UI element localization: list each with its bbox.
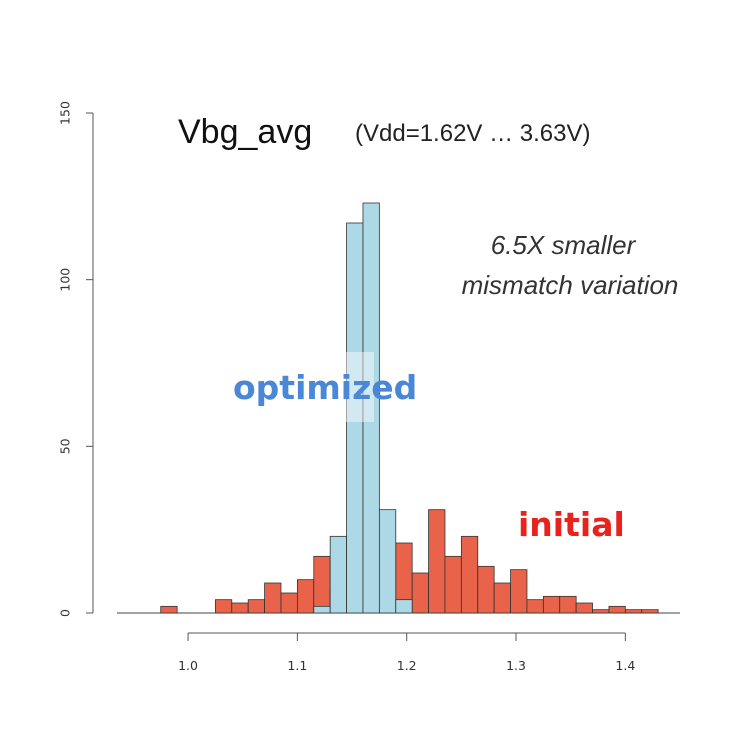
initial-bar [575,602,593,614]
y-tick-label: 100 [58,268,73,292]
y-tick-label: 50 [58,438,73,454]
initial-bar [559,595,577,614]
initial-bar [160,605,178,614]
y-axis: 0 50 100 150 [58,101,94,617]
x-tick-label: 1.0 [178,658,198,673]
chart-title: Vbg_avg [178,113,312,151]
initial-bar [608,605,626,614]
x-tick-label: 1.1 [287,658,307,673]
initial-bar [510,569,528,614]
initial-bar [428,509,446,614]
initial-bar [214,599,233,614]
initial-bar [493,582,511,614]
annotation-line-2: mismatch variation [462,270,679,300]
initial-bar [542,595,561,614]
initial-bar [231,602,249,614]
initial-bar [641,609,659,614]
initial-bar [296,579,315,614]
annotation-line-1: 6.5X smaller [491,230,637,260]
initial-bar [411,572,429,614]
initial-bar [247,599,265,614]
x-tick-label: 1.2 [397,658,417,673]
initial-bar [624,609,643,614]
label-initial: initial [518,505,625,544]
optimized-bar [313,605,331,614]
chart-subtitle: (Vdd=1.62V … 3.63V) [355,120,590,147]
initial-bar [280,592,298,614]
initial-bar [477,565,495,614]
initial-bar [264,582,282,614]
optimized-series-bars [313,202,413,614]
optimized-bar [329,535,347,614]
label-optimized: optimized [233,368,417,407]
x-tick-label: 1.4 [615,658,635,673]
initial-bar [313,555,331,614]
optimized-bar [378,509,397,614]
optimized-label-highlight [336,352,374,422]
initial-bar [444,555,462,614]
initial-bar [592,609,610,614]
initial-bar [526,599,544,614]
optimized-bar [395,599,413,614]
x-axis: 1.0 1.1 1.2 1.3 1.4 [117,612,680,673]
initial-bar [460,535,479,614]
x-tick-label: 1.3 [506,658,526,673]
optimized-bar [362,202,380,614]
y-tick-label: 0 [58,609,73,617]
y-tick-label: 150 [58,101,73,125]
